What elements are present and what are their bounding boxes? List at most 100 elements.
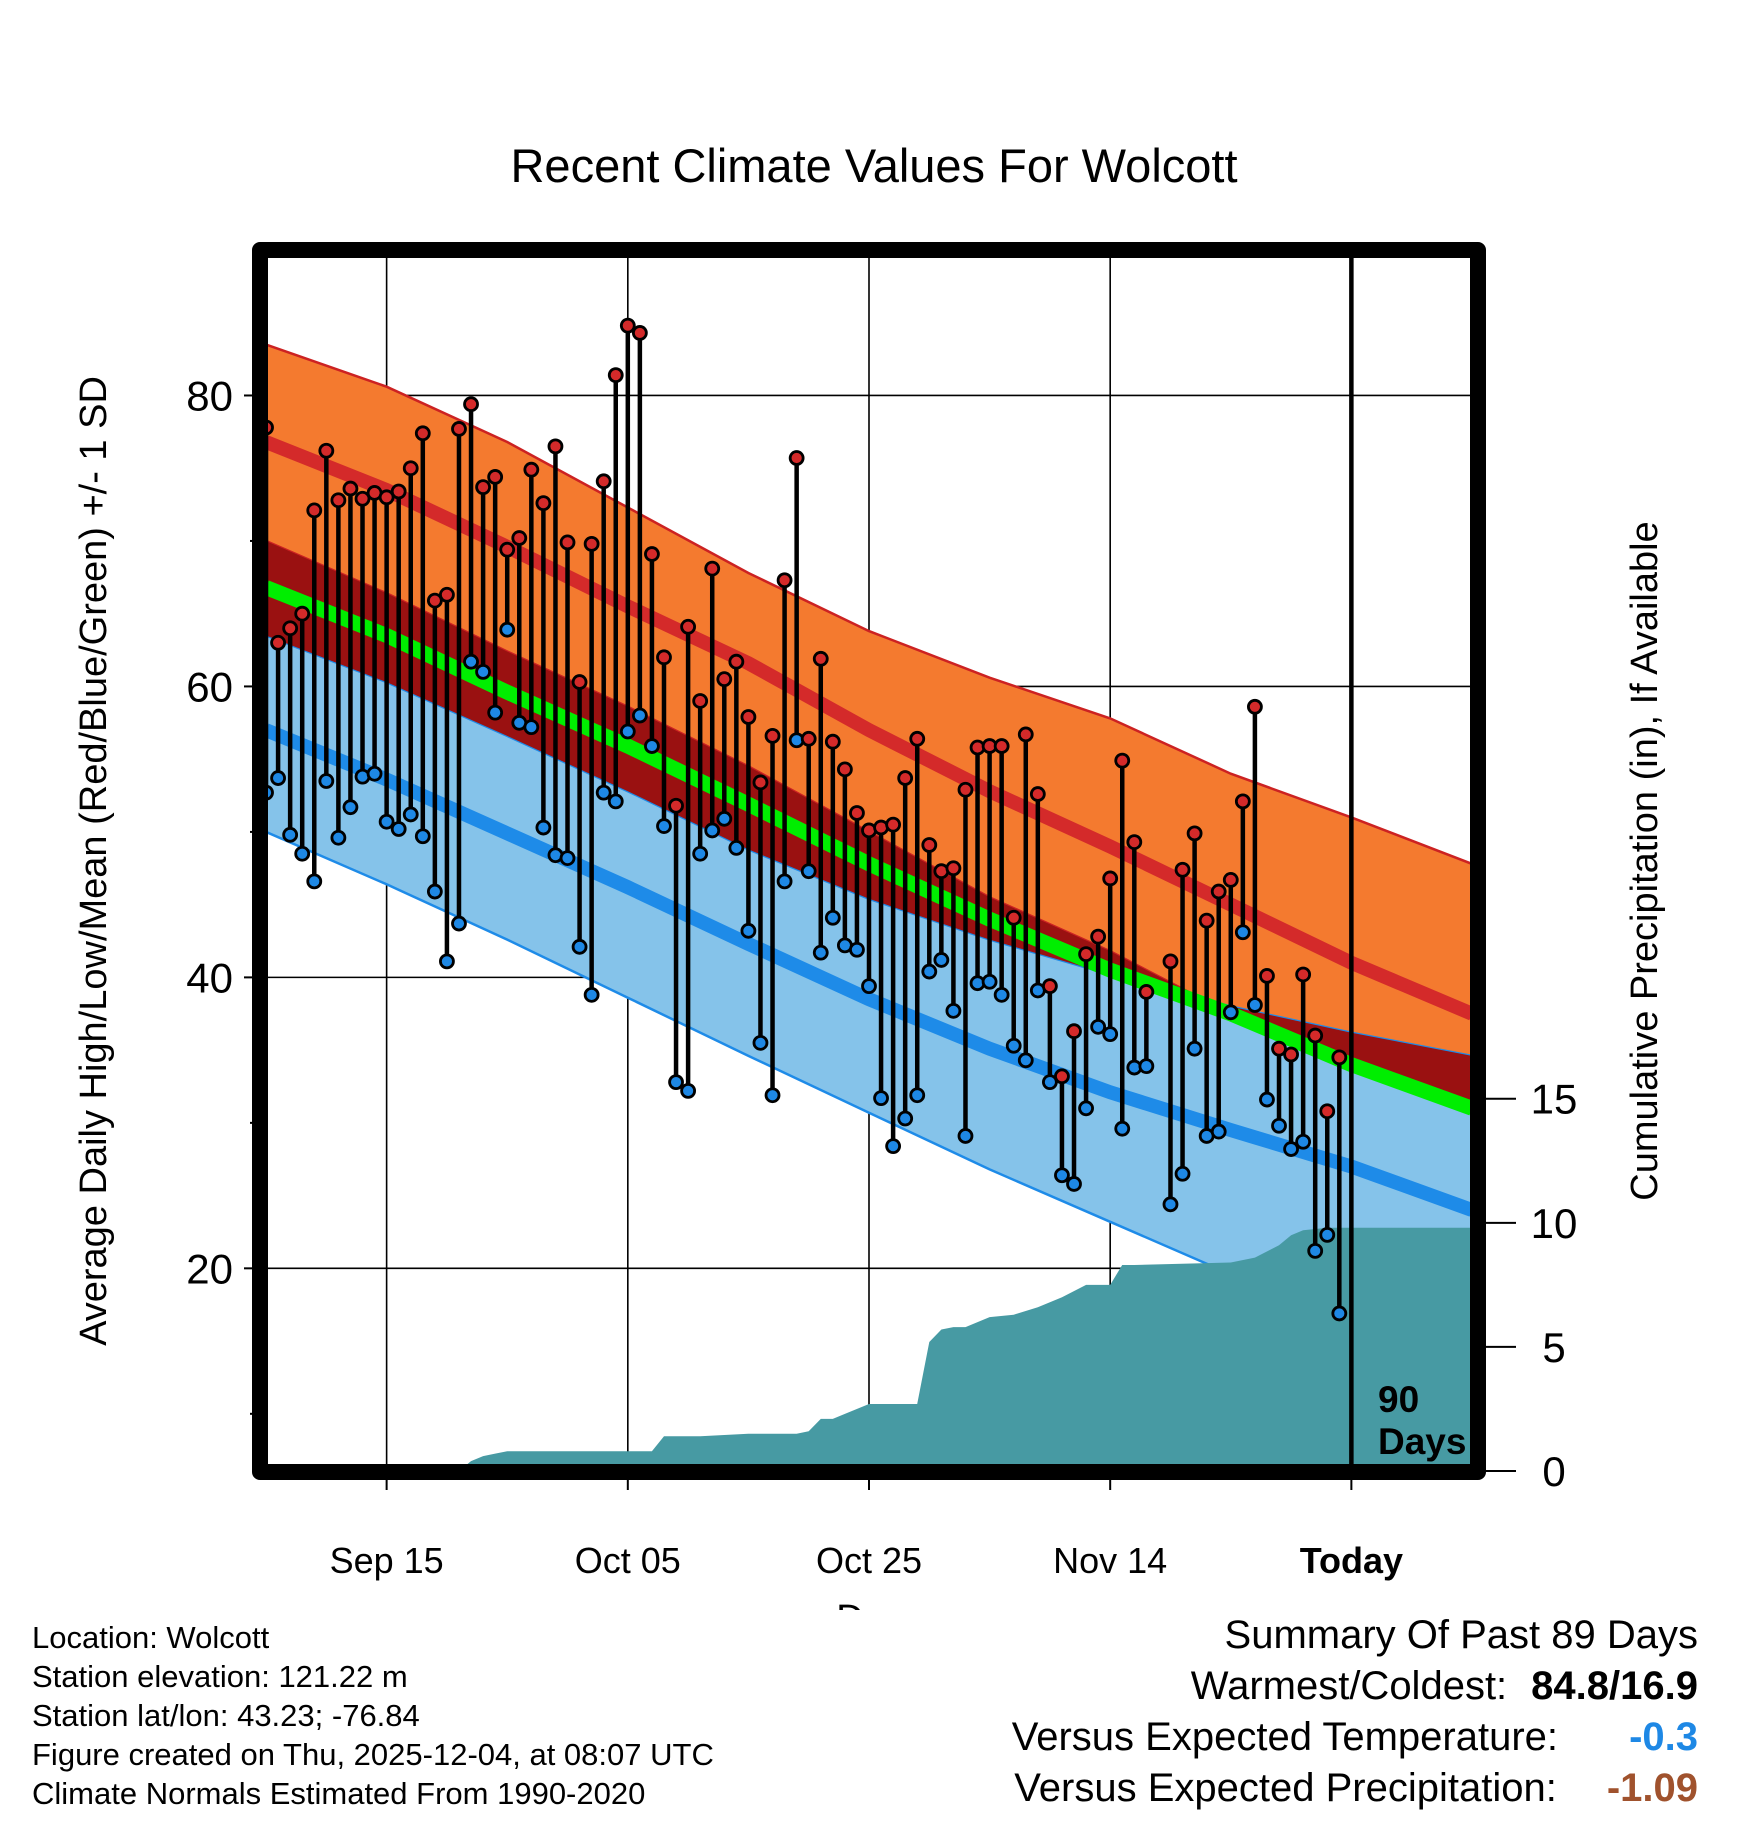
daily-high-point (1234, 793, 1251, 810)
daily-high-point (1222, 872, 1239, 888)
daily-low-point (607, 793, 624, 810)
daily-high-point (692, 693, 709, 709)
daily-high-point (270, 634, 286, 651)
daily-high-point (909, 730, 926, 747)
daily-low-point (764, 1087, 781, 1104)
x-tick-label: Oct 25 (816, 1540, 922, 1581)
precip-label: Versus Expected Precipitation: (1014, 1766, 1557, 1810)
daily-low-point (1259, 1091, 1275, 1108)
daily-high-point (728, 653, 745, 670)
daily-low-point (390, 821, 407, 837)
daily-low-point (1017, 1052, 1034, 1069)
daily-low-point (402, 806, 419, 823)
daily-high-point (1126, 834, 1143, 850)
y2-tick-label: 0 (1542, 1448, 1565, 1495)
daily-low-point (439, 953, 455, 970)
daily-low-point (921, 963, 938, 980)
daily-high-point (607, 367, 624, 384)
elevation-text: Station elevation: 121.22 m (32, 1659, 408, 1694)
daily-high-point (776, 572, 793, 589)
daily-low-point (378, 813, 395, 830)
daily-low-point (523, 719, 540, 736)
daily-low-point (1005, 1037, 1022, 1054)
daily-high-point (800, 730, 817, 747)
x-tick-label: Sep 15 (330, 1540, 444, 1581)
daily-high-point (1066, 1023, 1082, 1040)
daily-low-point (1186, 1040, 1203, 1057)
daily-low-point (873, 1090, 889, 1107)
daily-high-point (306, 502, 323, 519)
daily-low-point (282, 826, 299, 843)
y2-axis-label: Cumulative Precipitation (in), If Availa… (1624, 521, 1666, 1200)
station-info: Location: Wolcott Station elevation: 121… (32, 1618, 714, 1813)
daily-high-point (475, 479, 491, 496)
daily-low-point (1102, 1026, 1119, 1043)
latlon-text: Station lat/lon: 43.23; -76.84 (32, 1698, 420, 1733)
daily-high-point (788, 450, 805, 466)
daily-high-point (547, 438, 564, 455)
daily-high-point (1114, 752, 1131, 769)
precip-value: -1.09 (1606, 1766, 1698, 1810)
daily-low-point (475, 663, 491, 680)
daily-low-point (1295, 1133, 1312, 1150)
daily-low-point (993, 986, 1010, 1003)
daily-high-point (354, 490, 371, 507)
daily-high-point (993, 738, 1010, 754)
low-mean-line (263, 723, 1475, 1217)
daily-low-point (1114, 1120, 1131, 1137)
daily-high-point (1295, 966, 1312, 983)
daily-high-point (1162, 953, 1179, 970)
daily-low-point (1090, 1018, 1107, 1035)
daily-low-point (1319, 1226, 1336, 1243)
daily-high-point (849, 805, 865, 821)
daily-high-point (885, 816, 902, 833)
daily-high-point (595, 473, 612, 490)
daily-high-point (390, 483, 407, 500)
daily-low-point (656, 818, 672, 834)
daily-high-point (1198, 912, 1215, 929)
daily-high-point (644, 546, 660, 562)
daily-high-point (511, 530, 528, 546)
daily-low-point (1210, 1123, 1227, 1140)
y-tick-label: 60 (186, 663, 233, 710)
daily-high-point (740, 709, 757, 725)
daily-high-point (1090, 928, 1107, 945)
daily-low-point (981, 973, 998, 990)
daily-high-point (559, 534, 576, 551)
daily-low-point (933, 952, 950, 968)
daily-low-point (571, 938, 588, 955)
daily-high-point (1259, 968, 1275, 984)
daily-high-point (1138, 984, 1155, 1000)
daily-high-point (1017, 726, 1034, 743)
daily-high-point (764, 727, 781, 744)
daily-high-point (282, 620, 299, 637)
daily-low-point (619, 723, 636, 740)
daily-low-point (680, 1082, 697, 1099)
days-marker-unit: Days (1378, 1421, 1466, 1462)
daily-low-point (1066, 1176, 1082, 1192)
daily-low-point (1283, 1141, 1299, 1157)
daily-high-point (921, 837, 938, 853)
temp-label: Versus Expected Temperature: (1011, 1715, 1558, 1759)
daily-low-point (463, 653, 479, 670)
days-marker-label: 90 Days (1378, 1379, 1466, 1462)
temp-row: Versus Expected Temperature: -0.3 (1012, 1712, 1698, 1763)
daily-high-point (1186, 825, 1203, 842)
y2-tick-label: 10 (1531, 1200, 1578, 1247)
created-text: Figure created on Thu, 2025-12-04, at 08… (32, 1737, 714, 1772)
daily-high-point (680, 618, 697, 635)
daily-high-point (294, 605, 311, 622)
daily-high-point (656, 649, 672, 666)
daily-low-point (1247, 997, 1263, 1013)
x-axis-label: Day (836, 1598, 904, 1610)
daily-high-point (812, 650, 829, 667)
daily-low-point (583, 986, 600, 1003)
daily-low-point (885, 1138, 902, 1155)
daily-low-point (1271, 1117, 1287, 1134)
daily-high-point (1174, 861, 1191, 878)
daily-low-point (318, 773, 335, 789)
daily-high-point (439, 586, 455, 603)
daily-high-point (1247, 698, 1263, 715)
daily-high-point (631, 325, 648, 341)
daily-low-point (644, 738, 660, 754)
